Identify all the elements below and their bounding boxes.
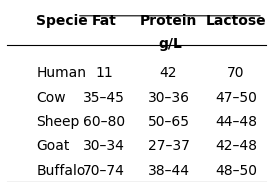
Text: Specie: Specie: [37, 14, 88, 28]
Text: Cow: Cow: [37, 91, 66, 105]
Text: 70: 70: [227, 66, 245, 80]
Text: 60–80: 60–80: [83, 115, 125, 129]
Text: Buffalo: Buffalo: [37, 164, 86, 178]
Text: 30–36: 30–36: [148, 91, 189, 105]
Text: 42–48: 42–48: [215, 139, 257, 153]
Text: 30–34: 30–34: [83, 139, 125, 153]
Text: 11: 11: [95, 66, 113, 80]
Text: Human: Human: [37, 66, 86, 80]
Text: Goat: Goat: [37, 139, 70, 153]
Text: g/L: g/L: [158, 38, 182, 51]
Text: 27–37: 27–37: [148, 139, 189, 153]
Text: 50–65: 50–65: [148, 115, 189, 129]
Text: 48–50: 48–50: [215, 164, 257, 178]
Text: 70–74: 70–74: [83, 164, 125, 178]
Text: Lactose: Lactose: [206, 14, 266, 28]
Text: 44–48: 44–48: [215, 115, 257, 129]
Text: Fat: Fat: [91, 14, 116, 28]
Text: Protein: Protein: [140, 14, 197, 28]
Text: 47–50: 47–50: [215, 91, 257, 105]
Text: 35–45: 35–45: [83, 91, 125, 105]
Text: 38–44: 38–44: [148, 164, 189, 178]
Text: Sheep: Sheep: [37, 115, 80, 129]
Text: 42: 42: [160, 66, 177, 80]
